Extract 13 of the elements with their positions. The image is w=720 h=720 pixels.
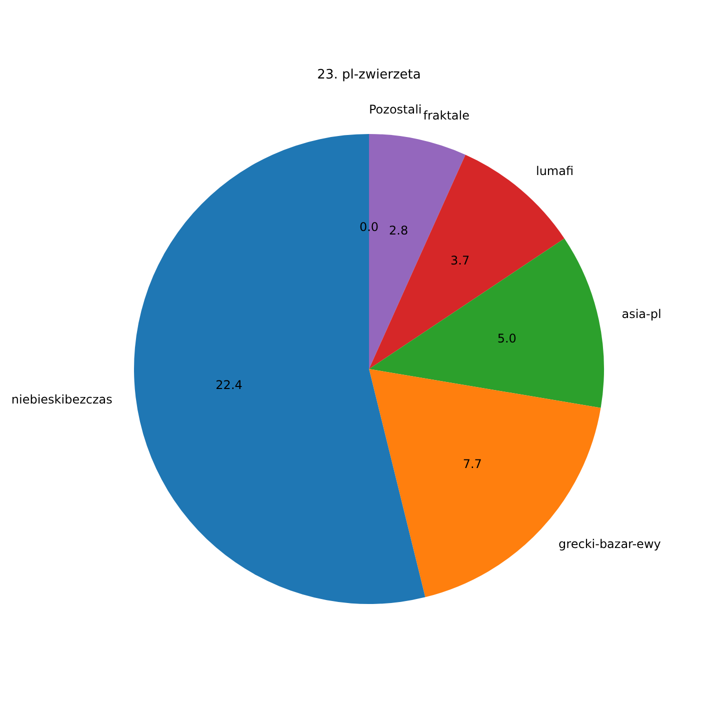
data-label: 3.7 — [450, 253, 470, 268]
data-label: 22.4 — [216, 378, 242, 392]
slice-label: lumafi — [536, 164, 574, 178]
slice-label: fraktale — [423, 108, 470, 122]
text: 0.0 — [359, 220, 379, 234]
slice-label: niebieskibezczas — [11, 392, 112, 406]
data-label: 5.0 — [497, 332, 516, 346]
data-label: 2.8 — [389, 223, 408, 238]
chart-title: 23. pl-zwierzeta — [317, 67, 421, 82]
data-label: 7.7 — [462, 456, 482, 471]
category-label: Pozostali — [369, 102, 422, 117]
slice-label: asia-pl — [622, 306, 662, 321]
slice-label: grecki-bazar-ewy — [558, 536, 661, 551]
